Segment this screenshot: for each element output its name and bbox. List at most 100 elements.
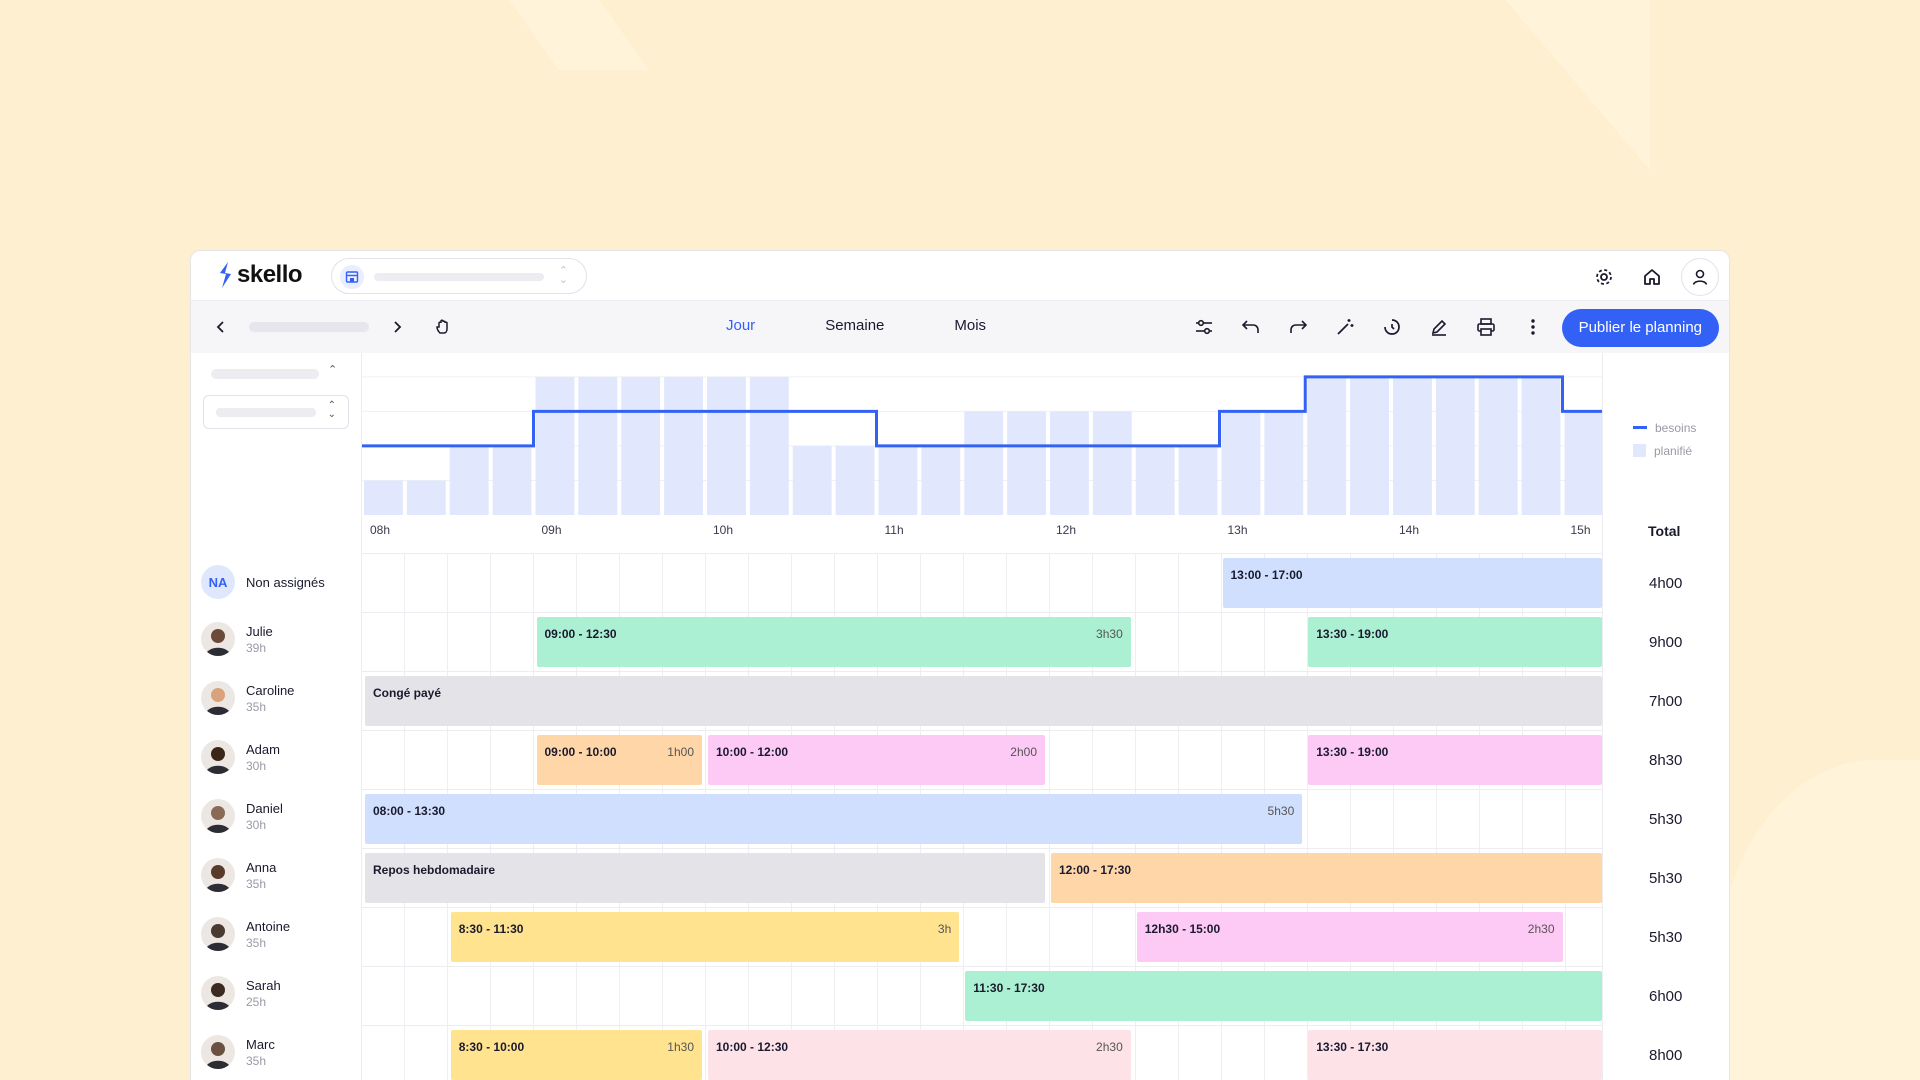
- planned-bar: [1264, 411, 1304, 515]
- employee-contract-hours: 35h: [246, 699, 267, 714]
- hand-pointer-icon: [436, 319, 448, 334]
- edit-pen-icon[interactable]: [1421, 314, 1457, 340]
- publish-planning-button[interactable]: Publier le planning: [1561, 309, 1719, 347]
- chevron-up-icon[interactable]: ⌃: [328, 364, 338, 376]
- employee-info[interactable]: Daniel 30h: [201, 799, 283, 833]
- today-button[interactable]: [431, 315, 455, 339]
- shift-block[interactable]: 13:30 - 19:00: [1308, 617, 1602, 667]
- shift-block[interactable]: 13:30 - 19:00: [1308, 735, 1602, 785]
- shift-block[interactable]: 12h30 - 15:00 2h30: [1136, 912, 1563, 962]
- shift-block[interactable]: 8:30 - 10:00 1h30: [450, 1030, 702, 1080]
- planned-bar: [1007, 411, 1046, 515]
- filter-sliders-icon[interactable]: [1186, 314, 1222, 340]
- planned-bar: [1521, 376, 1561, 515]
- shift-block[interactable]: 13:00 - 17:00: [1222, 558, 1602, 608]
- planned-legend-swatch: [1633, 444, 1646, 457]
- shift-block[interactable]: 10:00 - 12:00 2h00: [708, 735, 1045, 785]
- shift-time-label: 13:30 - 19:00: [1316, 745, 1389, 759]
- sort-select[interactable]: ⌃ ⌄: [203, 395, 349, 429]
- employee-info[interactable]: Adam 30h: [201, 740, 280, 774]
- tab-week[interactable]: Semaine: [825, 317, 885, 334]
- shift-block[interactable]: 8:30 - 11:30 3h: [450, 912, 960, 962]
- employee-contract-hours: 39h: [246, 640, 267, 655]
- next-day-button[interactable]: [385, 315, 409, 339]
- tab-day[interactable]: Jour: [726, 317, 756, 334]
- employee-info[interactable]: Sarah 25h: [201, 976, 281, 1010]
- shift-block[interactable]: 11:30 - 17:30: [965, 971, 1602, 1021]
- employee-row: Daniel 30h 08:00 - 13:30 5h30 5h30: [191, 789, 1729, 848]
- shift-duration: 2h00: [1010, 745, 1037, 759]
- team-filter-placeholder: [211, 369, 319, 379]
- history-icon[interactable]: [1374, 314, 1410, 340]
- tab-month[interactable]: Mois: [954, 317, 987, 334]
- timeline-row[interactable]: 8:30 - 11:30 3h 12h30 - 15:00 2h30: [362, 907, 1602, 966]
- shift-time-label: 8:30 - 11:30: [458, 922, 524, 936]
- timeline-row[interactable]: 09:00 - 12:30 3h30 13:30 - 19:00: [362, 612, 1602, 671]
- shift-block[interactable]: 09:00 - 10:00 1h00: [536, 735, 702, 785]
- undo-icon[interactable]: [1233, 314, 1269, 340]
- hours-axis: 08h 09h 10h 11h 12h 13h 14h 15h: [362, 523, 1602, 543]
- shift-time-label: 10:00 - 12:30: [716, 1040, 789, 1054]
- settings-gear-icon[interactable]: [1585, 258, 1623, 296]
- timeline-row[interactable]: 08:00 - 13:30 5h30: [362, 789, 1602, 848]
- column-divider: [1602, 353, 1603, 1080]
- employee-info[interactable]: NA Non assignés: [201, 565, 325, 599]
- planned-bar: [578, 376, 618, 515]
- timeline-row[interactable]: Repos hebdomadaire 12:00 - 17:30: [362, 848, 1602, 907]
- employee-row: Caroline 35h Congé payé 7h00: [191, 671, 1729, 730]
- shift-block[interactable]: 08:00 - 13:30 5h30: [365, 794, 1303, 844]
- previous-day-button[interactable]: [209, 315, 233, 339]
- planned-bar: [1478, 376, 1518, 515]
- home-icon[interactable]: [1633, 258, 1671, 296]
- planning-toolbar: Jour Semaine Mois: [191, 301, 1729, 353]
- legend-planned: planifié: [1654, 443, 1693, 458]
- view-tabs: Jour Semaine Mois: [691, 317, 1021, 334]
- shift-block[interactable]: Congé payé: [365, 676, 1602, 726]
- employee-info[interactable]: Antoine 35h: [201, 917, 290, 951]
- redo-icon[interactable]: [1280, 314, 1316, 340]
- needs-legend-swatch: [1633, 426, 1647, 429]
- employee-info[interactable]: Anna 35h: [201, 858, 276, 892]
- row-total-hours: 7h00: [1649, 693, 1683, 710]
- store-icon: [340, 265, 364, 289]
- date-placeholder: [249, 322, 369, 332]
- shift-duration: 1h30: [667, 1040, 694, 1054]
- print-icon[interactable]: [1468, 314, 1504, 340]
- shift-block[interactable]: 09:00 - 12:30 3h30: [536, 617, 1131, 667]
- employee-info[interactable]: Julie 39h: [201, 622, 273, 656]
- employee-name: Marc: [246, 1036, 275, 1052]
- employee-name: Adam: [246, 741, 280, 757]
- timeline-row[interactable]: 11:30 - 17:30: [362, 966, 1602, 1025]
- shift-block[interactable]: 13:30 - 17:30: [1308, 1030, 1602, 1080]
- logo[interactable]: skello: [217, 261, 303, 289]
- user-profile-icon[interactable]: [1681, 258, 1719, 296]
- establishment-name-placeholder: [374, 273, 544, 281]
- hour-tick-label: 10h: [713, 523, 734, 537]
- shift-time-label: 09:00 - 10:00: [544, 745, 617, 759]
- shift-time-label: 12h30 - 15:00: [1144, 922, 1221, 936]
- chevron-right-icon: [394, 321, 402, 333]
- employee-info[interactable]: Caroline 35h: [201, 681, 294, 715]
- staffing-chart: [362, 375, 1602, 515]
- planned-bar: [1221, 411, 1261, 515]
- planned-bar: [449, 445, 489, 515]
- shift-block[interactable]: 10:00 - 12:30 2h30: [708, 1030, 1131, 1080]
- chevron-up-down-icon: ⌃ ⌄: [327, 400, 336, 420]
- more-options-icon[interactable]: [1515, 314, 1551, 340]
- employee-row: Julie 39h 09:00 - 12:30 3h30 13:30 - 19:00 9h…: [191, 612, 1729, 671]
- establishment-select[interactable]: ⌃ ⌄: [331, 258, 587, 294]
- row-total-hours: 5h30: [1649, 870, 1683, 887]
- employee-info[interactable]: Marc 35h: [201, 1035, 275, 1069]
- planned-bar: [1307, 376, 1347, 515]
- employee-name: Caroline: [246, 682, 295, 698]
- timeline-row[interactable]: 8:30 - 10:00 1h30 10:00 - 12:30 2h30 13:30 -…: [362, 1025, 1602, 1080]
- timeline-row[interactable]: Congé payé: [362, 671, 1602, 730]
- planned-bar: [492, 445, 532, 515]
- team-filters: ⌃ ⌃ ⌄: [191, 353, 361, 433]
- shift-block[interactable]: 12:00 - 17:30: [1051, 853, 1602, 903]
- shift-duration: 3h30: [1096, 627, 1123, 641]
- magic-wand-icon[interactable]: [1327, 314, 1363, 340]
- shift-block[interactable]: Repos hebdomadaire: [365, 853, 1045, 903]
- timeline-row[interactable]: 09:00 - 10:00 1h00 10:00 - 12:00 2h00 13:30 …: [362, 730, 1602, 789]
- timeline-row[interactable]: 13:00 - 17:00: [362, 553, 1602, 612]
